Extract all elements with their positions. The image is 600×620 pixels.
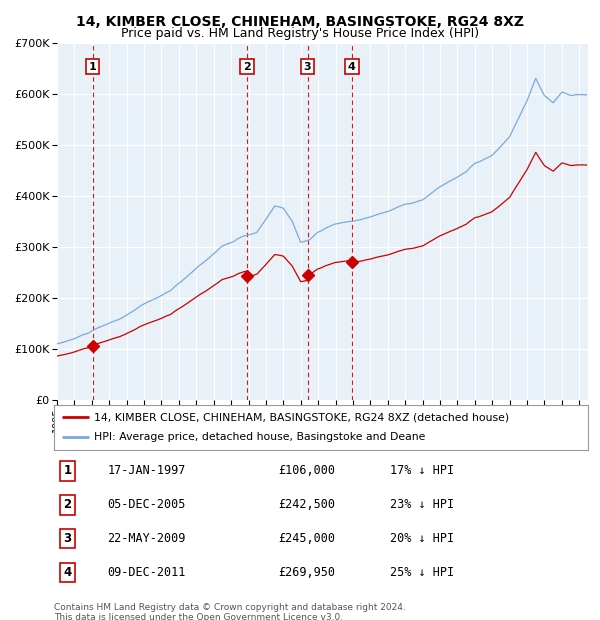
Text: 4: 4 [348, 61, 356, 71]
Text: £242,500: £242,500 [278, 498, 335, 511]
Text: 20% ↓ HPI: 20% ↓ HPI [391, 532, 455, 545]
Text: £245,000: £245,000 [278, 532, 335, 545]
Text: 14, KIMBER CLOSE, CHINEHAM, BASINGSTOKE, RG24 8XZ (detached house): 14, KIMBER CLOSE, CHINEHAM, BASINGSTOKE,… [94, 412, 509, 422]
Text: Contains HM Land Registry data © Crown copyright and database right 2024.: Contains HM Land Registry data © Crown c… [54, 603, 406, 612]
Text: 05-DEC-2005: 05-DEC-2005 [107, 498, 186, 511]
Text: 1: 1 [89, 61, 97, 71]
Text: 1: 1 [63, 464, 71, 477]
Text: £106,000: £106,000 [278, 464, 335, 477]
Text: 2: 2 [243, 61, 251, 71]
Text: £269,950: £269,950 [278, 566, 335, 579]
Text: This data is licensed under the Open Government Licence v3.0.: This data is licensed under the Open Gov… [54, 613, 343, 620]
Text: 09-DEC-2011: 09-DEC-2011 [107, 566, 186, 579]
Text: Price paid vs. HM Land Registry's House Price Index (HPI): Price paid vs. HM Land Registry's House … [121, 27, 479, 40]
Text: 14, KIMBER CLOSE, CHINEHAM, BASINGSTOKE, RG24 8XZ: 14, KIMBER CLOSE, CHINEHAM, BASINGSTOKE,… [76, 16, 524, 30]
Text: HPI: Average price, detached house, Basingstoke and Deane: HPI: Average price, detached house, Basi… [94, 432, 425, 442]
Text: 22-MAY-2009: 22-MAY-2009 [107, 532, 186, 545]
Text: 2: 2 [63, 498, 71, 511]
Text: 17% ↓ HPI: 17% ↓ HPI [391, 464, 455, 477]
Text: 17-JAN-1997: 17-JAN-1997 [107, 464, 186, 477]
Text: 25% ↓ HPI: 25% ↓ HPI [391, 566, 455, 579]
Text: 23% ↓ HPI: 23% ↓ HPI [391, 498, 455, 511]
Text: 4: 4 [63, 566, 71, 579]
Text: 3: 3 [63, 532, 71, 545]
Text: 3: 3 [304, 61, 311, 71]
